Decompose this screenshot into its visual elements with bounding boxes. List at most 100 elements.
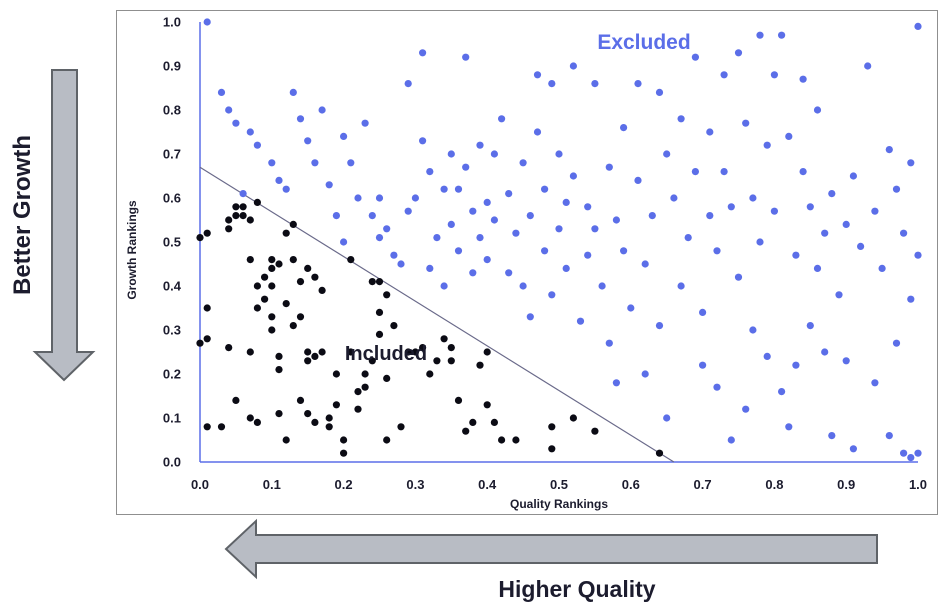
y-tick-label: 0.1 [163,411,181,426]
excluded-point [742,405,750,413]
excluded-point [742,119,750,127]
excluded-point [871,207,879,215]
excluded-point [318,106,326,114]
excluded-point [440,282,448,290]
axes-layer: 0.0 0.1 0.2 0.3 0.4 0.5 0.6 0.7 0.8 0.9 1.0 0.0 0.1 0… [125,15,927,512]
excluded-point [914,22,922,30]
excluded-point [828,190,836,198]
excluded-point [347,159,355,167]
excluded-point [763,141,771,149]
excluded-point [713,383,721,391]
arrows-layer [32,69,878,580]
higher-quality-arrow [224,518,878,580]
included-point [375,330,384,338]
included-point [296,278,305,286]
excluded-point [375,194,384,202]
excluded-point [727,436,735,444]
included-point [569,414,578,422]
excluded-point [519,282,527,290]
included-point [246,256,254,264]
excluded-point [677,282,685,290]
excluded-point [813,264,822,272]
included-point [383,291,391,299]
excluded-point [734,273,743,281]
excluded-point [720,168,728,176]
excluded-point [383,225,391,233]
excluded-point [340,132,348,140]
excluded-point [555,150,563,158]
better-growth-label: Better Growth [9,135,36,295]
excluded-point [548,291,556,299]
excluded-point [756,31,764,39]
included-point [203,335,211,343]
excluded-point [907,295,915,303]
included-point [268,282,276,290]
excluded-point [562,264,570,272]
excluded-point [878,264,886,272]
excluded-point [203,18,211,26]
included-point [469,418,477,426]
excluded-point [469,269,477,277]
x-axis-title: Quality Rankings [510,497,608,511]
included-point [261,295,269,303]
included-point [268,326,276,334]
excluded-point [591,80,599,88]
excluded-point [691,53,700,61]
excluded-point [605,163,613,171]
excluded-point [419,49,427,57]
excluded-point [821,348,829,356]
excluded-point [699,361,707,369]
excluded-point [411,194,419,202]
excluded-point [390,251,398,259]
excluded-point [476,234,484,242]
y-tick-label: 0.8 [163,103,181,118]
x-tick-label: 0.6 [622,477,640,492]
excluded-point [519,159,527,167]
included-point [375,278,384,286]
included-point [275,352,283,360]
included-point [196,234,204,242]
x-tick-label: 0.9 [837,477,855,492]
excluded-point [806,203,814,211]
excluded-point [885,146,893,154]
y-tick-label: 0.4 [163,279,182,294]
excluded-point [907,454,915,462]
excluded-point [275,176,283,184]
excluded-point [864,62,872,70]
excluded-point [785,423,793,431]
excluded-point [684,234,692,242]
excluded-point [641,260,649,268]
included-point [354,405,362,413]
excluded-point [555,225,563,233]
included-point [340,436,348,444]
x-tick-label: 0.2 [335,477,353,492]
included-point [296,313,305,321]
included-point [246,414,254,422]
y-tick-label: 0.9 [163,59,181,74]
included-point [361,370,369,378]
included-point [225,216,233,224]
included-point [411,348,419,356]
excluded-point [397,260,405,268]
excluded-point [612,216,621,224]
excluded-point [663,150,671,158]
excluded-point [361,119,369,127]
included-point [383,436,391,444]
excluded-point [821,229,829,237]
excluded-point [454,185,463,193]
excluded-point [627,304,635,312]
included-point [383,374,391,382]
x-tick-label: 0.8 [765,477,783,492]
excluded-point [620,124,628,132]
included-point [347,256,355,264]
included-point [419,344,427,352]
excluded-point [311,159,319,167]
excluded-point [598,282,606,290]
excluded-point [914,251,922,259]
excluded-point [569,62,578,70]
excluded-point [892,185,901,193]
excluded-point [677,115,685,123]
excluded-point [655,88,664,96]
excluded-point [533,71,542,79]
